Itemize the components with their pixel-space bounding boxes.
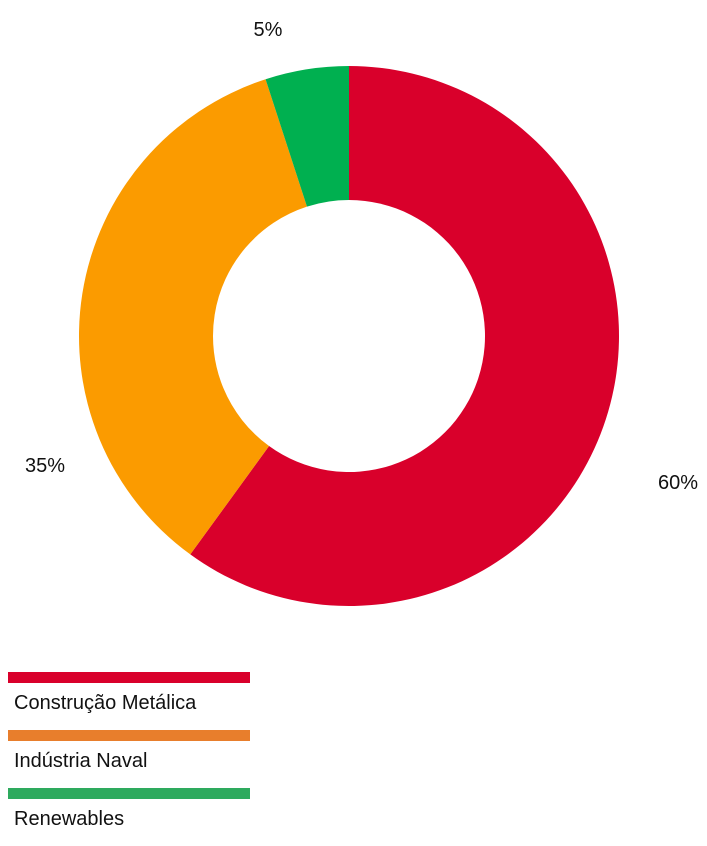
legend-label: Construção Metálica	[14, 692, 197, 714]
legend-swatch	[8, 730, 250, 741]
legend-item-industria-naval: Indústria Naval	[8, 730, 258, 788]
legend-label: Indústria Naval	[14, 750, 148, 772]
donut-slice	[190, 66, 620, 607]
legend-swatch	[8, 788, 250, 799]
slice-value-label: 5%	[254, 19, 283, 41]
slice-value-label: 35%	[25, 455, 65, 477]
legend-item-renewables: Renewables	[8, 788, 258, 846]
legend-item-construcao-metalica: Construção Metálica	[8, 672, 258, 730]
slice-value-label: 60%	[658, 472, 698, 494]
legend-swatch	[8, 672, 250, 683]
slice-labels: 60% 35% 5%	[25, 19, 698, 494]
donut-slice	[265, 66, 349, 207]
legend: Construção Metálica Indústria Naval Rene…	[8, 672, 258, 846]
donut-slices	[79, 66, 620, 607]
legend-label: Renewables	[14, 808, 125, 830]
donut-chart: 60% 35% 5%	[25, 19, 698, 607]
donut-slice	[79, 79, 307, 555]
